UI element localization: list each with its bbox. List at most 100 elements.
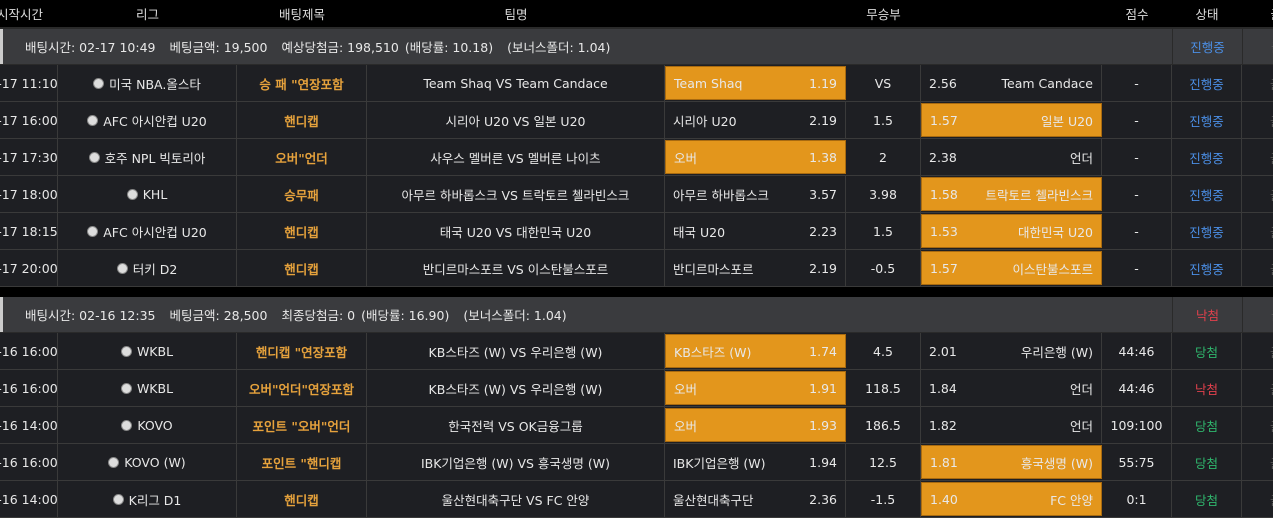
home-odds: 1.94: [809, 454, 837, 470]
table-row: 02-16 16:00 WKBL 핸디캡 "연장포함 KB스타즈 (W) VS …: [0, 333, 1273, 370]
away-odds-cell: 2.38 언더: [921, 139, 1102, 175]
gold-button[interactable]: 골드: [1242, 29, 1273, 64]
score: -: [1102, 139, 1172, 175]
start-time: 02-16 16:00: [0, 333, 58, 369]
sport-ball-icon: [120, 382, 132, 394]
match-name: 울산현대축구단 VS FC 안양: [367, 481, 665, 517]
sport-ball-icon: [88, 151, 100, 163]
gold-button[interactable]: 골드: [1242, 176, 1273, 212]
league: WKBL: [58, 370, 237, 406]
away-team: 언더: [1069, 381, 1093, 397]
status: 당첨: [1172, 407, 1242, 443]
league-name: AFC 아시안컵 U20: [103, 113, 207, 129]
away-odds: 2.56: [929, 75, 957, 91]
home-team: 오버: [674, 418, 698, 434]
draw-value: 1.5: [846, 102, 921, 138]
sport-ball-icon: [87, 225, 99, 237]
league-name: KOVO: [137, 417, 173, 433]
league: K리그 D1: [58, 481, 237, 517]
league-name: 터키 D2: [132, 261, 178, 277]
home-odds: 2.19: [809, 260, 837, 276]
home-team: 시리아 U20: [673, 113, 737, 129]
draw-value: 3.98: [846, 176, 921, 212]
home-odds: 1.74: [809, 343, 837, 359]
draw-value: 2: [846, 139, 921, 175]
match-name: 시리아 U20 VS 일본 U20: [367, 102, 665, 138]
score: 55:75: [1102, 444, 1172, 480]
gold-button[interactable]: 골드: [1242, 65, 1273, 101]
bet-title: 승 패 "연장포함: [237, 65, 367, 101]
away-odds: 1.58: [930, 186, 958, 202]
draw-value: 4.5: [846, 333, 921, 369]
away-team: Team Candace: [1001, 75, 1093, 91]
header-score: 점수: [1125, 7, 1149, 22]
away-odds-cell: 1.81 흥국생명 (W): [921, 445, 1102, 479]
home-odds-cell: 반디르마스포르 2.19: [665, 250, 846, 286]
draw-value: 12.5: [846, 444, 921, 480]
gold-button[interactable]: 골드: [1242, 250, 1273, 286]
match-name: 아무르 하바롭스크 VS 트락토르 첼라빈스크: [367, 176, 665, 212]
start-time: 02-17 17:30: [0, 139, 58, 175]
away-odds-cell: 1.84 언더: [921, 370, 1102, 406]
gold-button[interactable]: 골드: [1242, 444, 1273, 480]
away-team: 흥국생명 (W): [1020, 455, 1093, 471]
bet-summary: 배팅시간: 02-16 12:35 베팅금액: 28,500 최종당첨금: 0 …: [0, 297, 1273, 333]
draw-value: VS: [846, 65, 921, 101]
gold-button[interactable]: 골드: [1242, 333, 1273, 369]
sport-ball-icon: [87, 114, 99, 126]
start-time: 02-16 14:00: [0, 481, 58, 517]
home-odds-cell: KB스타즈 (W) 1.74: [665, 334, 846, 368]
table-row: 02-17 18:15 AFC 아시안컵 U20 핸디캡 태국 U20 VS 대…: [0, 213, 1273, 250]
status: 진행중: [1172, 176, 1242, 212]
match-name: 사우스 멜버른 VS 멜버른 나이츠: [367, 139, 665, 175]
home-odds-cell: 아무르 하바롭스크 3.57: [665, 176, 846, 212]
away-team: FC 안양: [1050, 492, 1093, 508]
away-team: 이스탄불스포르: [1012, 261, 1093, 277]
league: KHL: [58, 176, 237, 212]
home-team: 태국 U20: [673, 224, 726, 240]
home-team: Team Shaq: [674, 75, 743, 91]
total-odds: (배당률: 10.18): [404, 40, 494, 55]
home-odds-cell: 울산현대축구단 2.36: [665, 481, 846, 517]
bet-title: 포인트 "핸디캡: [237, 444, 367, 480]
league: AFC 아시안컵 U20: [58, 213, 237, 249]
match-name: Team Shaq VS Team Candace: [367, 65, 665, 101]
status: 당첨: [1172, 333, 1242, 369]
score: 44:46: [1102, 333, 1172, 369]
away-team: 언더: [1069, 418, 1093, 434]
home-odds: 1.38: [809, 149, 837, 165]
home-odds-cell: 오버 1.93: [665, 408, 846, 442]
start-time: 02-17 20:00: [0, 250, 58, 286]
gold-button[interactable]: 골드: [1242, 481, 1273, 517]
sport-ball-icon: [126, 188, 138, 200]
gold-button[interactable]: 골드: [1242, 139, 1273, 175]
home-team: 오버: [674, 381, 698, 397]
score: 44:46: [1102, 370, 1172, 406]
home-team: KB스타즈 (W): [674, 344, 752, 360]
score: -: [1102, 250, 1172, 286]
table-row: 02-16 16:00 WKBL 오버"언더"연장포함 KB스타즈 (W) VS…: [0, 370, 1273, 407]
table-header: 시작시간 리그 배팅제목 팀명 무승부 점수 상태 골드: [0, 0, 1273, 29]
gold-button[interactable]: 골드: [1242, 407, 1273, 443]
win-amount: 최종당첨금: 0: [281, 308, 356, 323]
start-time: 02-16 16:00: [0, 370, 58, 406]
gold-button[interactable]: 골드: [1242, 213, 1273, 249]
home-odds-cell: 시리아 U20 2.19: [665, 102, 846, 138]
bet-title: 오버"언더"연장포함: [237, 370, 367, 406]
start-time: 02-16 14:00: [0, 407, 58, 443]
table-row: 02-16 14:00 K리그 D1 핸디캡 울산현대축구단 VS FC 안양 …: [0, 481, 1273, 518]
status: 진행중: [1172, 139, 1242, 175]
league-name: AFC 아시안컵 U20: [103, 224, 207, 240]
gold-button[interactable]: 골드: [1242, 297, 1273, 332]
home-team: IBK기업은행 (W): [673, 455, 766, 471]
start-time: 02-16 16:00: [0, 444, 58, 480]
gold-button[interactable]: 골드: [1242, 102, 1273, 138]
draw-value: 186.5: [846, 407, 921, 443]
table-row: 02-17 18:00 KHL 승무패 아무르 하바롭스크 VS 트락토르 첼라…: [0, 176, 1273, 213]
gold-button[interactable]: 골드: [1242, 370, 1273, 406]
draw-value: 1.5: [846, 213, 921, 249]
sport-ball-icon: [93, 77, 105, 89]
bet-time: 배팅시간: 02-17 10:49: [25, 40, 156, 55]
league: 미국 NBA.올스타: [58, 65, 237, 101]
start-time: 02-17 16:00: [0, 102, 58, 138]
